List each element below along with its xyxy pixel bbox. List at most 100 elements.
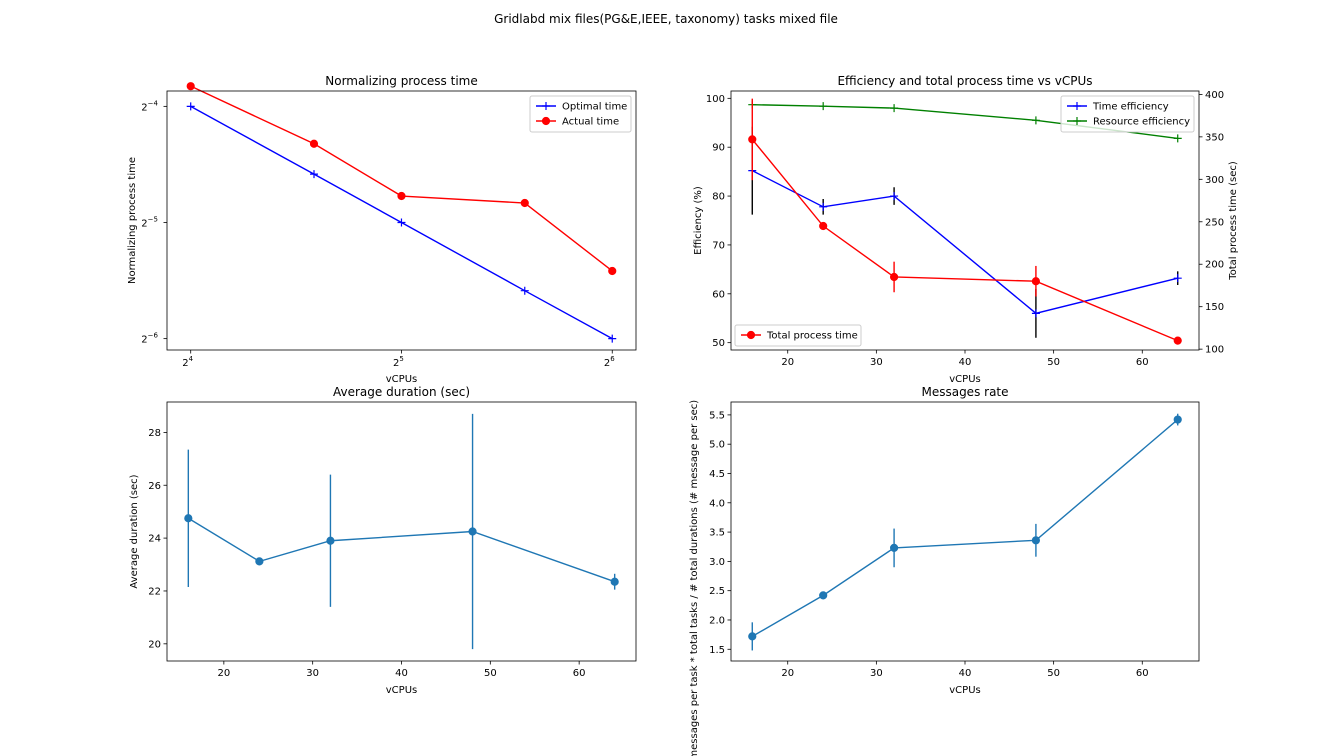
chart-efficiency: Efficiency and total process time vs vCP…: [693, 74, 1239, 385]
data-point: [819, 591, 828, 600]
chart-title: Efficiency and total process time vs vCP…: [837, 74, 1092, 88]
x-tick-label: 50: [484, 668, 497, 679]
x-tick-label: 40: [959, 357, 972, 368]
x-tick-label: 60: [1136, 668, 1149, 679]
series-line: [751, 170, 1178, 315]
data-point: [255, 557, 264, 566]
series-line: [751, 138, 1178, 342]
y-tick-label: 70: [712, 240, 725, 251]
y-right-axis-label: Total process time (sec): [1228, 161, 1239, 281]
x-axis-label: vCPUs: [949, 685, 980, 696]
legend-label: Optimal time: [562, 102, 627, 113]
legend: Optimal time Actual time: [529, 95, 632, 133]
data-point: [186, 82, 195, 91]
y-tick-label: 24: [148, 534, 161, 545]
plot-frame: [166, 90, 637, 351]
plot-frame: [166, 401, 637, 662]
data-point: [819, 221, 828, 231]
data-point: [1031, 277, 1041, 286]
data-point: [1173, 336, 1182, 345]
y-tick-label: 50: [712, 338, 725, 349]
data-point: [748, 135, 757, 144]
y-tick-label: 2.5: [709, 586, 725, 597]
x-tick-label: 20: [781, 357, 794, 368]
legend-marker: [1073, 117, 1081, 125]
y-right-tick-label: 300: [1205, 175, 1224, 186]
data-point: [890, 192, 899, 201]
legend: Time efficiency Resource efficiency: [1060, 95, 1195, 133]
data-point: [520, 286, 529, 295]
data-point: [1031, 309, 1040, 318]
legend-marker: [541, 116, 551, 126]
y-tick-label: 2−4: [141, 99, 158, 113]
series-line: [187, 517, 615, 583]
data-point: [468, 527, 477, 536]
y-tick-label: 22: [148, 586, 161, 597]
data-point: [1031, 116, 1040, 125]
data-point: [309, 170, 318, 179]
x-tick-label: 30: [306, 668, 319, 679]
data-point: [326, 536, 335, 545]
legend-marker: [542, 102, 550, 110]
data-point: [889, 272, 899, 282]
series-time-efficiency: [748, 126, 1182, 338]
x-axis-label: vCPUs: [386, 685, 417, 696]
y-tick-label: 5.5: [709, 410, 725, 421]
x-tick-label: 50: [1047, 357, 1060, 368]
chart-normalizing: Normalizing process time 24 25 26 2−6 2−5 2−4 v…: [127, 74, 637, 385]
y-right-tick-label: 100: [1205, 345, 1224, 356]
data-point: [890, 104, 899, 113]
y-tick-label: 4.5: [709, 469, 725, 480]
y-tick-label: 3.5: [709, 528, 725, 539]
x-tick-label: 50: [1047, 668, 1060, 679]
y-tick-label: 100: [706, 94, 725, 105]
data-point: [520, 198, 529, 208]
x-tick-label: 60: [1136, 357, 1149, 368]
data-point: [184, 514, 193, 523]
series-total-process-time: [748, 98, 1182, 345]
y-axis-label: # messages per task * total tasks / # to…: [689, 400, 700, 756]
chart-title: Normalizing process time: [325, 74, 477, 88]
data-point: [819, 202, 828, 211]
y-axis-label: Normalizing process time: [127, 157, 138, 284]
y-tick-label: 4.0: [709, 498, 725, 509]
y-tick-label: 1.5: [709, 645, 725, 656]
figure-title: Gridlabd mix files(PG&E,IEEE, taxonomy) …: [494, 12, 838, 26]
legend-marker: [746, 330, 756, 340]
x-axis-label: vCPUs: [386, 374, 417, 385]
x-tick-label: 40: [959, 668, 972, 679]
y-tick-label: 28: [148, 428, 161, 439]
data-point: [1031, 536, 1041, 545]
legend-label: Resource efficiency: [1093, 117, 1190, 128]
x-axis-label: vCPUs: [949, 374, 980, 385]
legend-marker: [1073, 102, 1081, 110]
y-right-tick-label: 200: [1205, 260, 1224, 271]
data-point: [397, 191, 406, 201]
legend-label: Time efficiency: [1092, 102, 1169, 113]
legend-label: Total process time: [766, 331, 858, 342]
y-tick-label: 3.0: [709, 557, 725, 568]
x-tick-label: 25: [393, 355, 404, 369]
data-point: [309, 139, 319, 148]
y-right-tick-label: 150: [1205, 302, 1224, 313]
x-tick-label: 40: [395, 668, 408, 679]
y-tick-label: 2.0: [709, 615, 725, 626]
x-tick-label: 20: [217, 668, 230, 679]
y-tick-label: 90: [712, 143, 725, 154]
chart-title: Average duration (sec): [333, 385, 470, 399]
y-tick-label: 20: [148, 639, 161, 650]
y-tick-label: 2−6: [141, 332, 158, 346]
data-point: [186, 102, 195, 111]
chart-messages: Messages rate 20 30 40 50 60 1.5 2.0 2.5 3.0 3.5 4.…: [689, 385, 1200, 756]
data-point: [608, 334, 617, 343]
data-point: [1173, 274, 1182, 283]
data-point: [1173, 134, 1182, 143]
y-tick-label: 80: [712, 192, 725, 203]
y-axis-label: Efficiency (%): [693, 186, 704, 255]
plot-frame: [730, 90, 1200, 351]
chart-title: Messages rate: [921, 385, 1008, 399]
legend-label: Actual time: [562, 117, 619, 128]
series-data: [184, 413, 619, 650]
x-tick-label: 20: [781, 668, 794, 679]
x-tick-label: 60: [573, 668, 586, 679]
